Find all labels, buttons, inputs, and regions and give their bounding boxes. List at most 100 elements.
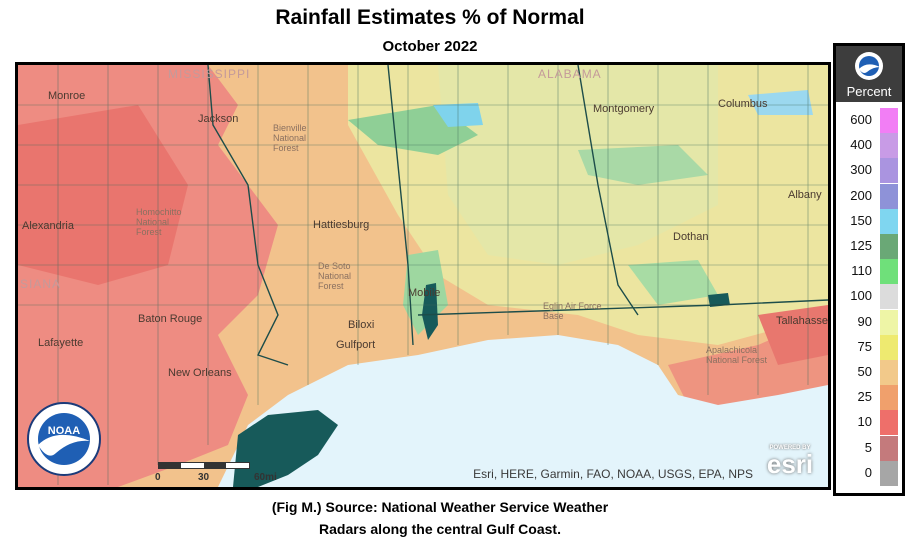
very-low-zone-2 — [18, 105, 188, 285]
legend-swatch — [880, 108, 898, 133]
forest-apalachicola: Apalachicola National Forest — [706, 345, 768, 365]
city-lafayette: Lafayette — [38, 337, 84, 349]
legend-entry-label: 0 — [864, 464, 872, 480]
legend-swatch — [880, 334, 898, 360]
legend-header: Percent — [836, 46, 902, 102]
legend-entry-label: 300 — [850, 162, 872, 178]
legend-entry: 400 — [836, 133, 902, 159]
state-borders — [207, 65, 828, 366]
legend-entry: 300 — [836, 158, 902, 184]
legend-swatch — [880, 158, 898, 184]
forest-homochitto: Homochitto National Forest — [136, 207, 182, 237]
state-label-louisiana: SIANA — [20, 277, 62, 291]
coastal-marsh — [233, 410, 338, 487]
legend-entry: 110 — [836, 259, 902, 285]
noaa-small-icon — [855, 52, 883, 80]
above-normal-patch-4 — [628, 260, 718, 305]
legend-swatch — [880, 360, 898, 385]
city-montgomery: Montgomery — [593, 103, 655, 115]
forest-bienville: Bienville National Forest — [273, 123, 307, 153]
city-alexandria: Alexandria — [22, 220, 74, 232]
mobile-bay — [422, 283, 438, 340]
scale-label-start: 0 — [155, 472, 161, 483]
rainfall-map[interactable]: MISSISSIPPI ALABAMA SIANA Monroe Jackson… — [15, 62, 831, 490]
city-new-orleans: New Orleans — [168, 367, 232, 379]
above-normal-patch-2 — [578, 145, 708, 185]
city-albany: Albany — [788, 189, 822, 201]
caption-line-1: (Fig M.) Source: National Weather Servic… — [271, 499, 609, 515]
legend-entry-label: 50 — [857, 364, 872, 379]
percent-legend: Percent 600 400 300 200 150 125 110 100 90 75 50 25… — [833, 43, 905, 496]
legend-entry: 75 — [836, 334, 902, 360]
page-subtitle: October 2022 — [382, 38, 478, 55]
noaa-logo: NOAA — [26, 401, 102, 477]
city-monroe: Monroe — [48, 90, 86, 102]
state-label-alabama: ALABAMA — [538, 67, 602, 81]
scale-label-end: 60mi — [254, 472, 277, 483]
high-blue-patch-2 — [748, 90, 813, 115]
noaa-logo-text: NOAA — [48, 425, 80, 437]
legend-entry-label: 90 — [857, 313, 872, 329]
city-jackson: Jackson — [198, 113, 239, 125]
esri-powered-by: POWERED BY — [769, 445, 811, 451]
legend-swatch — [880, 259, 898, 285]
legend-swatch — [880, 183, 898, 209]
legend-entry-label: 600 — [850, 112, 872, 127]
legend-entry-label: 150 — [850, 212, 872, 228]
city-mobile: Mobile — [408, 287, 441, 299]
page-title: Rainfall Estimates % of Normal — [275, 6, 585, 29]
legend-entry: 50 — [836, 360, 902, 385]
esri-logo[interactable]: POWERED BY esri — [760, 445, 820, 481]
legend-entry: 100 — [836, 284, 902, 310]
legend-swatch — [880, 435, 898, 461]
legend-swatch — [880, 234, 898, 259]
scale-bar — [158, 462, 250, 469]
legend-entry-label: 25 — [857, 389, 872, 405]
legend-entry: 600 — [836, 108, 902, 133]
legend-swatch — [880, 309, 898, 335]
forest-desoto: De Soto National Forest — [318, 261, 352, 291]
legend-entry: 125 — [836, 234, 902, 259]
low-east-zone-2 — [758, 305, 828, 365]
legend-entry-label: 200 — [850, 187, 872, 203]
legend-swatch — [880, 385, 898, 411]
gulf-of-mexico — [218, 335, 828, 487]
figure-caption: (Fig M.) Source: National Weather Servic… — [0, 496, 880, 540]
map-canvas — [18, 65, 828, 487]
city-tallahassee: Tallahassee — [776, 315, 831, 327]
city-columbus: Columbus — [718, 98, 768, 110]
legend-entry-label: 110 — [851, 263, 872, 279]
legend-entry-label: 5 — [864, 439, 872, 455]
legend-entry-label: 10 — [857, 414, 872, 430]
legend-entry-label: 75 — [857, 338, 872, 354]
legend-swatch — [880, 133, 898, 159]
city-hattiesburg: Hattiesburg — [313, 219, 370, 231]
legend-swatch — [880, 460, 898, 486]
legend-entry: 90 — [836, 309, 902, 335]
legend-entry-label: 125 — [850, 238, 872, 253]
legend-entry: 200 — [836, 183, 902, 209]
city-baton-rouge: Baton Rouge — [138, 313, 203, 325]
city-biloxi: Biloxi — [348, 319, 375, 331]
city-gulfport: Gulfport — [336, 339, 376, 351]
eglin-afb: Eglin Air Force Base — [543, 301, 602, 321]
legend-title: Percent — [846, 84, 892, 99]
scale-label-mid: 30 — [198, 472, 210, 483]
state-label-mississippi: MISSISSIPPI — [168, 67, 251, 81]
lake-teal — [708, 293, 730, 307]
esri-wordmark: esri — [766, 449, 814, 479]
legend-swatch — [880, 410, 898, 436]
caption-line-2: Radars along the central Gulf Coast. — [319, 521, 561, 537]
legend-entry: 150 — [836, 208, 902, 234]
legend-swatch — [880, 208, 898, 234]
county-lines — [18, 65, 828, 485]
legend-entry: 5 — [836, 435, 902, 461]
legend-swatch — [880, 284, 898, 310]
legend-entry: 25 — [836, 385, 902, 411]
map-attribution[interactable]: Esri, HERE, Garmin, FAO, NOAA, USGS, EPA… — [473, 467, 753, 481]
legend-entry: 10 — [836, 410, 902, 436]
city-dothan: Dothan — [673, 231, 709, 243]
legend-entry-label: 100 — [850, 288, 872, 304]
legend-entry-label: 400 — [850, 137, 872, 153]
legend-entry: 0 — [836, 460, 902, 486]
